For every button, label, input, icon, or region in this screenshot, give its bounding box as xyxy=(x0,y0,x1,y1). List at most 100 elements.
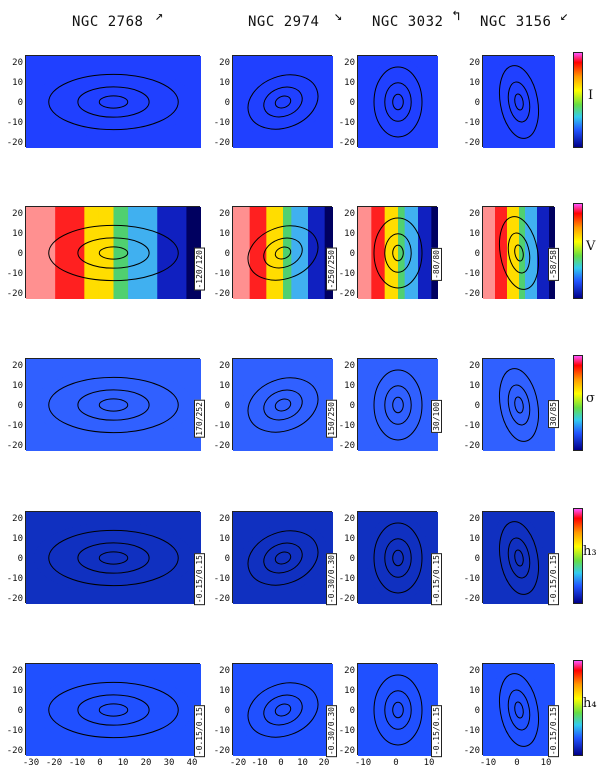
colorbar-intensity xyxy=(573,52,583,148)
y-tick-label: -10 xyxy=(463,421,480,431)
isophote-contour xyxy=(392,549,404,567)
y-tick-label: -10 xyxy=(6,726,23,736)
y-tick-label: -20 xyxy=(6,746,23,756)
isophote-contour xyxy=(373,217,423,289)
range-label: -0.15/0.15 xyxy=(548,705,559,758)
velocity-band xyxy=(283,207,293,299)
map-color-level xyxy=(366,360,430,450)
velocity-band xyxy=(249,207,259,299)
y-tick-label: 0 xyxy=(224,98,230,108)
y-tick-label: -20 xyxy=(6,138,23,148)
velocity-band xyxy=(519,207,526,299)
y-tick-label: 0 xyxy=(17,554,23,564)
isophote-contour xyxy=(507,232,531,274)
x-tick-label: -10 xyxy=(68,758,86,768)
x-tick-label: -20 xyxy=(45,758,63,768)
isophote-contour xyxy=(98,551,129,565)
range-label: -0.15/0.15 xyxy=(194,553,205,606)
isophote-contour xyxy=(263,389,303,421)
y-tick-label: -20 xyxy=(6,594,23,604)
y-tick-label: -10 xyxy=(6,269,23,279)
isophote-contour xyxy=(77,542,150,574)
y-tick-label: 20 xyxy=(12,209,23,219)
row-label-h3: h₃ xyxy=(583,544,597,559)
y-tick-label: 10 xyxy=(469,229,480,239)
y-tick-label: 20 xyxy=(344,666,355,676)
y-tick-label: -10 xyxy=(338,421,355,431)
y-tick-label: 0 xyxy=(474,249,480,259)
y-tick-label: 0 xyxy=(17,706,23,716)
isophote-contour xyxy=(498,673,540,747)
isophote-contour xyxy=(373,522,423,594)
velocity-band xyxy=(483,207,490,299)
y-tick-label: -20 xyxy=(6,441,23,451)
x-tick-label: -10 xyxy=(251,758,268,768)
y-tick-label: 0 xyxy=(224,249,230,259)
velocity-band xyxy=(274,207,284,299)
isophote-contour xyxy=(247,530,319,586)
map-panel xyxy=(25,55,201,148)
isophote-contour xyxy=(498,65,540,139)
map-panel xyxy=(357,511,438,604)
map-color-level xyxy=(366,513,430,603)
y-tick-label: 20 xyxy=(344,58,355,68)
y-tick-label: 10 xyxy=(469,686,480,696)
isophote-contour xyxy=(507,384,531,426)
y-tick-label: -10 xyxy=(213,269,230,279)
y-tick-label: -20 xyxy=(213,289,230,299)
y-tick-label: 0 xyxy=(349,554,355,564)
map-color-level xyxy=(33,369,194,441)
y-tick-label: -10 xyxy=(338,269,355,279)
range-label: 30/85 xyxy=(548,400,559,429)
x-tick-label: 0 xyxy=(514,758,520,768)
isophote-contour xyxy=(274,246,292,260)
y-tick-label: 0 xyxy=(224,706,230,716)
isophote-contour xyxy=(384,385,412,425)
map-panel xyxy=(482,358,555,451)
map-color-level xyxy=(492,359,546,451)
y-tick-label: 20 xyxy=(219,666,230,676)
velocity-band xyxy=(128,207,144,299)
y-tick-label: -10 xyxy=(213,118,230,128)
y-tick-label: 20 xyxy=(219,209,230,219)
x-tick-label: 40 xyxy=(186,758,198,768)
velocity-band xyxy=(537,207,544,299)
range-label: -80/80 xyxy=(431,248,442,281)
isophote-contour xyxy=(247,225,319,281)
isophote-contour xyxy=(392,244,404,262)
map-panel xyxy=(25,358,201,451)
isophote-contour xyxy=(498,521,540,595)
range-label: -120/120 xyxy=(194,248,205,291)
y-tick-label: 20 xyxy=(12,514,23,524)
velocity-band xyxy=(266,207,276,299)
y-tick-label: 10 xyxy=(12,534,23,544)
range-label: -0.15/0.15 xyxy=(548,553,559,606)
isophote-contour xyxy=(77,237,150,269)
map-color-level xyxy=(366,57,430,147)
isophote-contour xyxy=(384,233,412,273)
velocity-band xyxy=(543,207,550,299)
y-tick-label: 10 xyxy=(12,229,23,239)
isophote-contour xyxy=(498,216,540,290)
isophote-contour xyxy=(373,369,423,441)
isophote-contour xyxy=(98,398,129,412)
y-tick-label: 20 xyxy=(469,514,480,524)
y-tick-label: 10 xyxy=(344,686,355,696)
y-tick-label: -10 xyxy=(6,421,23,431)
isophote-contour xyxy=(274,95,292,109)
isophote-contour xyxy=(98,95,129,109)
velocity-band xyxy=(142,207,159,299)
x-tick-label: 0 xyxy=(393,758,399,768)
y-tick-label: 20 xyxy=(219,361,230,371)
y-tick-label: -10 xyxy=(463,726,480,736)
velocity-band xyxy=(489,207,496,299)
velocity-band xyxy=(378,207,386,299)
velocity-band xyxy=(316,207,326,299)
y-tick-label: -10 xyxy=(338,118,355,128)
x-tick-label: 0 xyxy=(97,758,103,768)
map-color-level xyxy=(492,512,546,604)
y-tick-label: 10 xyxy=(344,381,355,391)
range-label: -0.15/0.15 xyxy=(431,705,442,758)
isophote-contour xyxy=(48,681,179,739)
map-panel xyxy=(482,663,555,756)
